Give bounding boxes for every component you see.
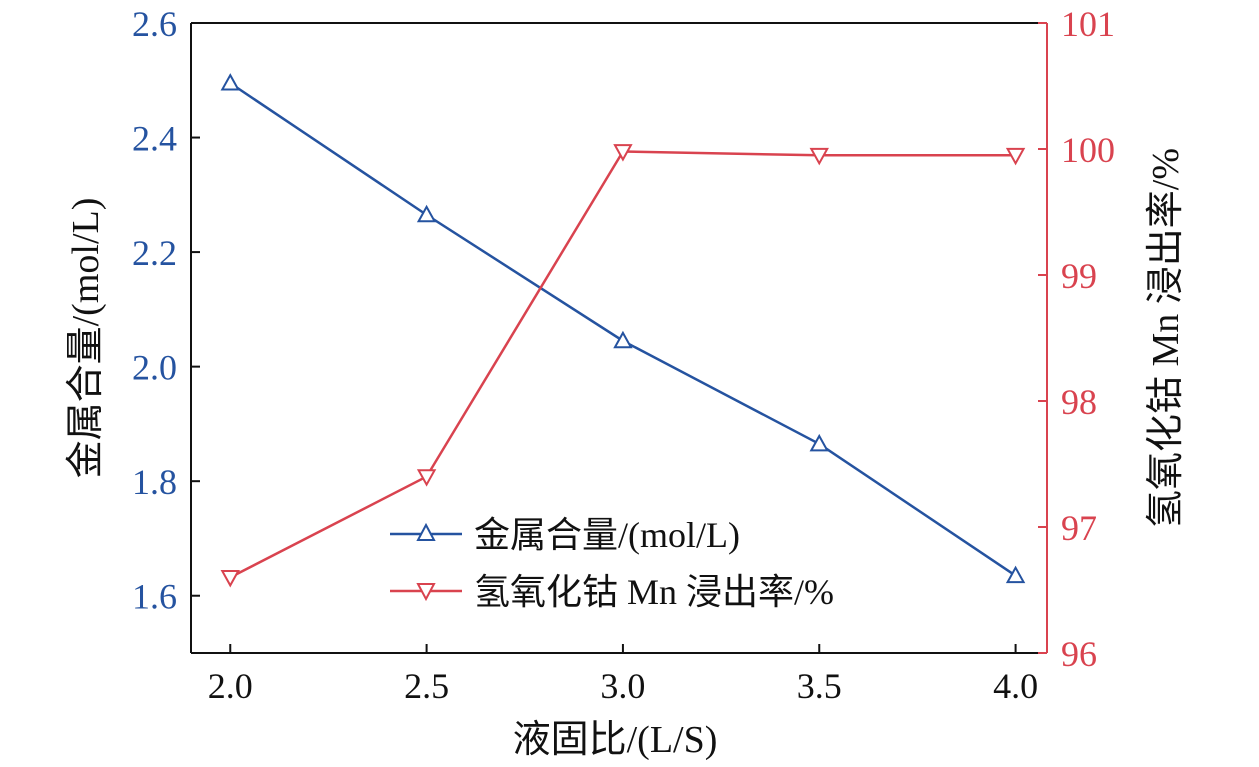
y-right-tick-label: 100 bbox=[1061, 130, 1115, 170]
y-left-tick-label: 1.6 bbox=[132, 577, 177, 617]
legend-label-mn-leaching-rate: 氢氧化钴 Mn 浸出率/% bbox=[474, 572, 834, 612]
y-left-tick-label: 2.0 bbox=[132, 348, 177, 388]
legend-item-metal-content: 金属合量/(mol/L) bbox=[390, 515, 740, 555]
data-point-mn-leaching-rate bbox=[809, 147, 829, 166]
x-axis-title: 液固比/(L/S) bbox=[513, 719, 718, 761]
ticks: 2.0 2.5 3.0 3.5 4.0 1.6 1.8 2.0 2.2 2.4 2.6 96 97 98 9… bbox=[132, 4, 1115, 706]
series-layer bbox=[220, 73, 1026, 588]
x-tick-label: 3.5 bbox=[797, 666, 842, 706]
y-left-tick-label: 1.8 bbox=[132, 462, 177, 502]
axes bbox=[190, 22, 1048, 654]
y-right-tick-label: 98 bbox=[1061, 382, 1097, 422]
x-tick-label: 2.0 bbox=[208, 666, 253, 706]
x-tick-label: 2.5 bbox=[404, 666, 449, 706]
data-point-metal-content bbox=[1005, 565, 1026, 584]
legend: 金属合量/(mol/L) 氢氧化钴 Mn 浸出率/% bbox=[390, 515, 834, 612]
data-point-mn-leaching-rate bbox=[416, 469, 437, 487]
data-point-mn-leaching-rate bbox=[613, 144, 633, 162]
legend-item-mn-leaching-rate: 氢氧化钴 Mn 浸出率/% bbox=[390, 572, 834, 612]
data-point-metal-content bbox=[416, 204, 437, 223]
data-point-mn-leaching-rate bbox=[1005, 147, 1026, 166]
x-tick-label: 3.0 bbox=[600, 666, 645, 706]
y-left-tick-label: 2.2 bbox=[132, 233, 177, 273]
legend-marker-triangle-down-icon bbox=[416, 583, 436, 602]
y-axis-right-title: 氢氧化钴 Mn 浸出率/% bbox=[1145, 148, 1187, 528]
y-axis-left-title: 金属合量/(mol/L) bbox=[65, 198, 107, 479]
data-point-mn-leaching-rate bbox=[220, 570, 240, 588]
legend-label-metal-content: 金属合量/(mol/L) bbox=[474, 515, 740, 555]
data-point-metal-content bbox=[809, 433, 829, 452]
legend-marker-triangle-up-icon bbox=[416, 522, 436, 541]
y-left-tick-label: 2.4 bbox=[132, 119, 177, 159]
data-point-metal-content bbox=[613, 330, 633, 349]
y-right-tick-label: 96 bbox=[1061, 634, 1097, 674]
x-tick-label: 4.0 bbox=[993, 666, 1038, 706]
data-point-metal-content bbox=[220, 73, 240, 91]
y-right-tick-label: 99 bbox=[1061, 256, 1097, 296]
series-line-mn-leaching-rate bbox=[229, 150, 1016, 579]
y-left-tick-label: 2.6 bbox=[132, 4, 177, 44]
y-right-tick-label: 97 bbox=[1061, 508, 1097, 548]
y-right-tick-label: 101 bbox=[1061, 4, 1115, 44]
